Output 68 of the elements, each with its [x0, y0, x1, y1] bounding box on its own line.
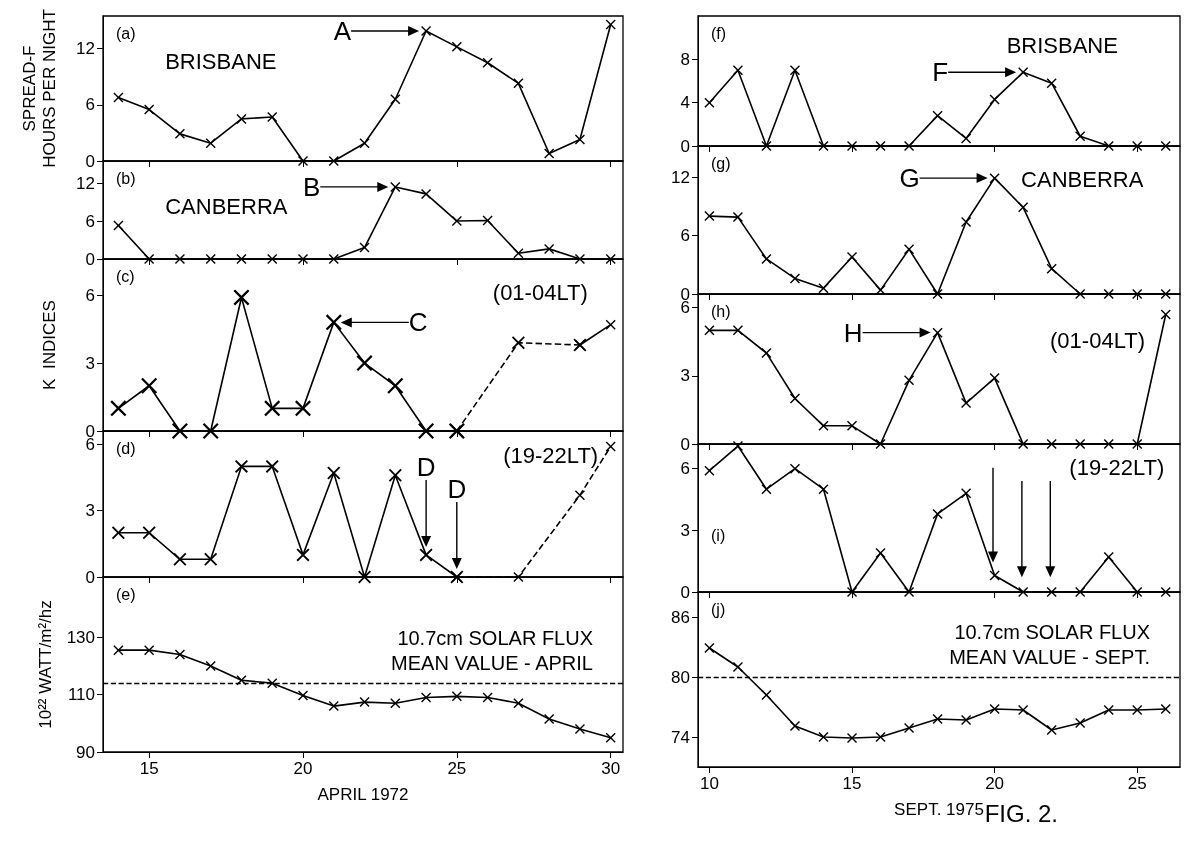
- ref-line-label: 10.7cm SOLAR FLUX MEAN VALUE - APRIL: [391, 626, 593, 674]
- y-tick-label: 6: [680, 226, 690, 246]
- text: (g): [711, 154, 731, 172]
- caption: FIG. 2.: [984, 799, 1059, 827]
- x-axis-title: SEPT. 1975: [894, 800, 984, 819]
- text: (01-04LT): [1050, 327, 1146, 353]
- text: (b): [116, 169, 136, 187]
- y-tick-label: 0: [85, 151, 95, 171]
- annotation: C: [408, 307, 428, 338]
- annotation: D: [416, 451, 436, 482]
- y-tick-label: 90: [76, 742, 95, 762]
- x-tick-label: 20: [985, 774, 1005, 793]
- y-tick-label: 4: [680, 93, 690, 113]
- text: (f): [711, 24, 727, 42]
- y-tick-label: 3: [85, 353, 95, 373]
- text: (19-22LT): [503, 443, 599, 469]
- y-tick-label: 110: [67, 685, 95, 705]
- text: CANBERRA: [165, 193, 288, 219]
- y-axis-title: SPREAD-F HOURS PER NIGHT: [19, 9, 59, 168]
- y-tick-label: 6: [85, 95, 95, 115]
- text: (19-22LT): [1069, 454, 1165, 480]
- y-tick-label: 8: [680, 49, 690, 69]
- annotation: G: [899, 163, 920, 194]
- text: BRISBANE: [1006, 32, 1118, 58]
- y-tick-label: 0: [85, 567, 95, 587]
- y-tick-label: 74: [671, 727, 690, 747]
- y-tick-label: 0: [680, 136, 690, 156]
- text: BRISBANE: [165, 48, 277, 74]
- x-axis-title: APRIL 1972: [317, 785, 409, 804]
- y-tick-label: 80: [671, 667, 690, 687]
- x-tick-label: 10: [699, 774, 719, 793]
- y-tick-label: 0: [680, 434, 690, 454]
- y-tick-label: 3: [680, 520, 690, 540]
- ref-line-label: 10.7cm SOLAR FLUX MEAN VALUE - SEPT.: [949, 620, 1150, 668]
- text: CANBERRA: [1021, 167, 1144, 193]
- text: (j): [711, 600, 726, 618]
- x-tick-label: 15: [842, 774, 862, 793]
- y-tick-label: 6: [680, 459, 690, 479]
- text: (a): [116, 24, 136, 42]
- y-tick-label: 0: [680, 582, 690, 602]
- x-tick-label: 25: [447, 759, 467, 778]
- y-tick-label: 3: [680, 366, 690, 386]
- text: (h): [711, 302, 731, 320]
- x-tick-label: 20: [293, 759, 313, 778]
- y-axis-title: 10²² WATT/m²/hz: [36, 600, 56, 729]
- annotation: H: [843, 317, 863, 348]
- y-tick-label: 12: [671, 167, 690, 187]
- y-tick-label: 12: [76, 39, 95, 59]
- annotation: F: [932, 57, 949, 88]
- text: (d): [116, 439, 136, 457]
- y-axis-title: K INDICES: [39, 300, 59, 390]
- x-tick-label: 25: [1127, 774, 1147, 793]
- annotation: A: [333, 15, 352, 46]
- text: (01-04LT): [492, 279, 588, 305]
- y-tick-label: 0: [85, 249, 95, 269]
- y-tick-label: 6: [85, 211, 95, 231]
- x-tick-label: 30: [601, 759, 621, 778]
- y-tick-label: 3: [85, 501, 95, 521]
- y-tick-label: 12: [76, 173, 95, 193]
- y-tick-label: 6: [85, 285, 95, 305]
- text: (c): [116, 267, 135, 285]
- y-tick-label: 130: [66, 627, 95, 647]
- annotation: B: [302, 171, 321, 202]
- text: (i): [711, 526, 726, 544]
- x-tick-label: 15: [139, 759, 159, 778]
- text: (e): [116, 585, 136, 603]
- y-tick-label: 86: [671, 607, 690, 627]
- annotation: D: [447, 474, 467, 504]
